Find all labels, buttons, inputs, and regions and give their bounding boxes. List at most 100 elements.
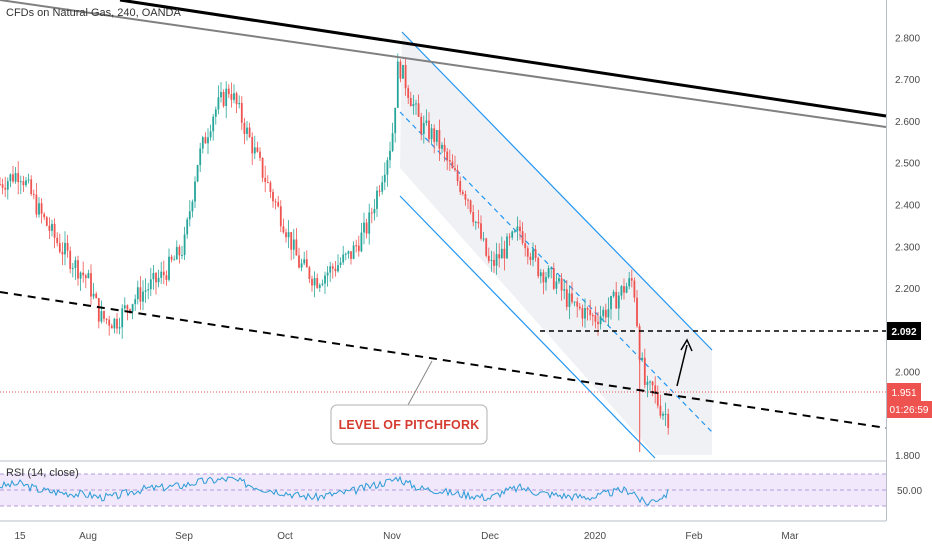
pitchfork-callout[interactable]: LEVEL OF PITCHFORK bbox=[330, 360, 488, 445]
candle-body bbox=[272, 191, 274, 202]
candle-body bbox=[131, 304, 134, 312]
time-tick-label: Sep bbox=[175, 531, 193, 542]
trend-lines[interactable] bbox=[0, 0, 887, 429]
pitchfork-level-line[interactable] bbox=[0, 291, 887, 429]
candle-body bbox=[430, 128, 433, 140]
candle-body bbox=[599, 316, 602, 325]
candle-body bbox=[584, 308, 586, 319]
target-arrow-shaft[interactable] bbox=[676, 344, 688, 387]
candle-body bbox=[144, 290, 147, 292]
candle-body bbox=[321, 283, 324, 285]
candle-body bbox=[207, 137, 209, 144]
candle-body bbox=[282, 226, 285, 233]
candle-body bbox=[459, 181, 462, 192]
candle-body bbox=[212, 116, 215, 132]
candle-body bbox=[456, 170, 459, 182]
candle-body bbox=[537, 258, 540, 277]
candle-body bbox=[285, 232, 287, 238]
candle-body bbox=[178, 246, 181, 256]
trendline-resistance-grey[interactable] bbox=[0, 0, 887, 128]
candle-body bbox=[355, 245, 358, 247]
candle-body bbox=[326, 272, 329, 276]
price-pane[interactable] bbox=[0, 0, 886, 460]
candle-body bbox=[352, 245, 355, 259]
candle-body bbox=[573, 301, 576, 303]
candle-body bbox=[435, 130, 438, 142]
candle-body bbox=[651, 381, 654, 386]
price-tick-label: 2.300 bbox=[895, 242, 920, 253]
candle-body bbox=[641, 357, 644, 360]
candle-body bbox=[142, 291, 144, 302]
target-arrow-head bbox=[680, 338, 693, 352]
candle-body bbox=[324, 275, 326, 284]
candle-body bbox=[25, 180, 27, 186]
candle-body bbox=[194, 181, 196, 202]
candle-body bbox=[19, 181, 22, 183]
candle-body bbox=[472, 212, 475, 223]
candle-body bbox=[628, 278, 631, 287]
pitchfork-upper-rail[interactable] bbox=[401, 31, 713, 351]
time-axis[interactable] bbox=[0, 522, 886, 550]
candle-body bbox=[578, 306, 581, 309]
candle-body bbox=[4, 187, 7, 190]
time-tick-label: 2020 bbox=[584, 531, 607, 542]
candle-body bbox=[542, 272, 545, 283]
candle-body bbox=[474, 221, 477, 223]
candle-body bbox=[38, 203, 40, 215]
candle-body bbox=[415, 103, 417, 105]
candle-body bbox=[246, 127, 248, 134]
time-tick-label: Oct bbox=[277, 531, 293, 542]
candle-body bbox=[482, 238, 485, 240]
candle-body bbox=[279, 206, 282, 227]
candle-body bbox=[110, 325, 113, 329]
candle-body bbox=[316, 278, 319, 288]
candle-body bbox=[35, 194, 38, 215]
candle-body bbox=[347, 251, 350, 254]
candle-body bbox=[558, 278, 560, 282]
candle-body bbox=[277, 202, 280, 207]
candle-body bbox=[157, 277, 160, 283]
candle-body bbox=[337, 265, 339, 272]
candle-body bbox=[344, 253, 347, 255]
candle-body bbox=[376, 190, 378, 209]
callout-text: LEVEL OF PITCHFORK bbox=[339, 418, 480, 432]
candle-body bbox=[113, 318, 116, 329]
candle-body bbox=[420, 116, 423, 134]
candle-body bbox=[448, 160, 451, 162]
pitchfork-lower-rail[interactable] bbox=[399, 195, 656, 459]
candle-body bbox=[51, 223, 53, 231]
candle-body bbox=[173, 259, 176, 261]
candle-body bbox=[412, 103, 415, 107]
price-tick-label: 2.200 bbox=[895, 284, 920, 295]
candle-body bbox=[667, 413, 670, 428]
rsi-line bbox=[0, 475, 669, 506]
level-price-label: 2.092 bbox=[891, 327, 916, 338]
candle-body bbox=[214, 109, 217, 117]
candle-body bbox=[586, 308, 589, 310]
candle-body bbox=[266, 182, 269, 183]
candle-body bbox=[630, 278, 633, 281]
candle-body bbox=[506, 236, 508, 259]
candle-body bbox=[454, 168, 456, 171]
trendline-resistance-black[interactable] bbox=[119, 0, 887, 118]
candle-body bbox=[594, 315, 597, 322]
candle-body bbox=[563, 289, 566, 291]
candle-body bbox=[199, 148, 202, 166]
candle-body bbox=[64, 242, 66, 255]
candle-body bbox=[532, 249, 534, 260]
candle-body bbox=[581, 308, 584, 319]
candle-body bbox=[191, 201, 194, 212]
candle-body bbox=[589, 309, 592, 316]
price-axis[interactable] bbox=[887, 0, 932, 550]
candle-body bbox=[649, 381, 651, 383]
candle-body bbox=[555, 281, 558, 289]
candle-body bbox=[84, 275, 87, 279]
candle-body bbox=[134, 299, 137, 305]
time-tick-label: 15 bbox=[14, 531, 26, 542]
candle-body bbox=[217, 97, 220, 110]
candle-body bbox=[269, 182, 272, 192]
rsi-axis-label: 50.00 bbox=[897, 486, 922, 497]
candle-body bbox=[201, 137, 204, 149]
candle-body bbox=[399, 61, 402, 79]
